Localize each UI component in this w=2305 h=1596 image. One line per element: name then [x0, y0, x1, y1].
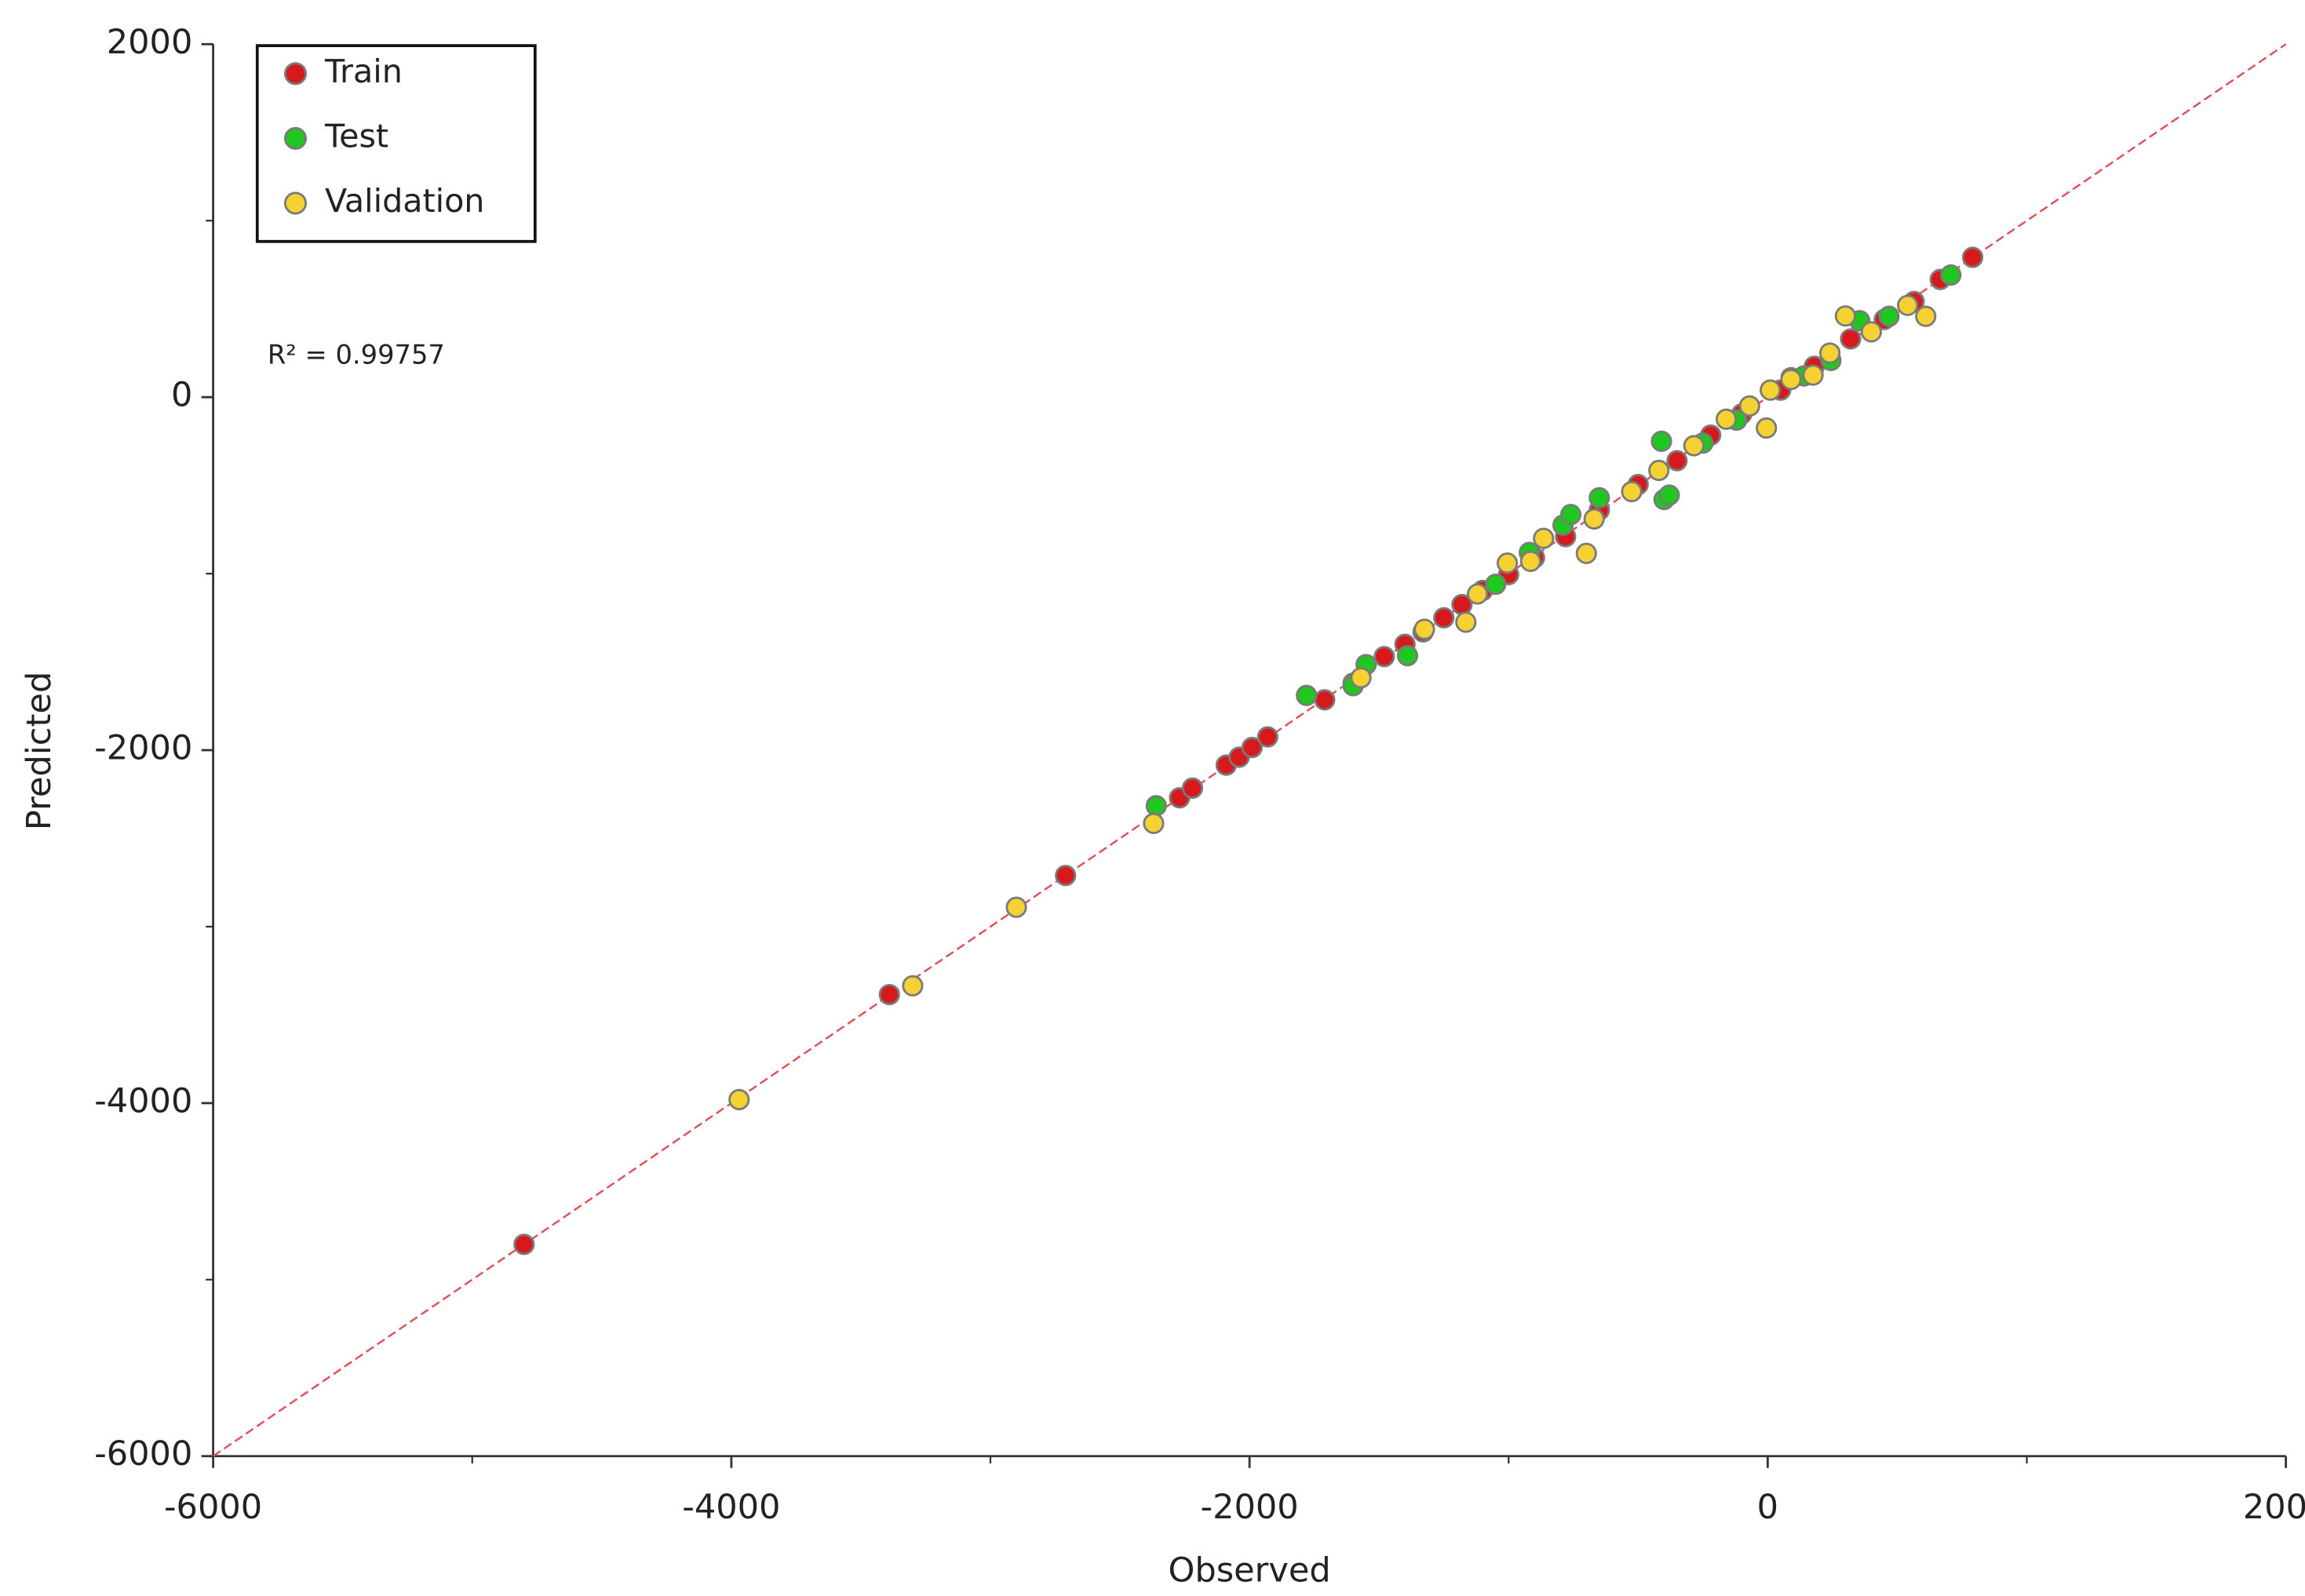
point	[1666, 450, 1688, 472]
y-tick-label: 0	[171, 376, 192, 415]
point	[1145, 795, 1167, 817]
point	[1588, 486, 1610, 508]
point	[1583, 508, 1605, 530]
x-tick-label: -4000	[682, 1488, 780, 1527]
point	[1533, 527, 1555, 549]
x-tick-label: 2000	[2243, 1488, 2305, 1527]
y-tick-label: 2000	[107, 23, 193, 62]
point	[1485, 573, 1507, 596]
legend-marker	[283, 62, 308, 86]
point	[1961, 246, 1984, 268]
point	[1738, 395, 1760, 417]
point	[1650, 430, 1672, 452]
point	[1413, 618, 1435, 640]
point	[1519, 550, 1541, 572]
annotation: R² = 0.99757	[268, 340, 445, 370]
x-tick-label: -6000	[164, 1488, 262, 1527]
y-tick-label: -2000	[94, 728, 192, 767]
point	[728, 1088, 750, 1110]
point	[1715, 408, 1738, 430]
point	[1621, 480, 1643, 503]
legend-label: Test	[324, 117, 388, 155]
point	[1819, 342, 1841, 364]
point	[1840, 328, 1862, 350]
point	[1760, 379, 1782, 401]
point	[1878, 305, 1900, 327]
point	[1802, 364, 1824, 386]
point	[1055, 865, 1077, 887]
point	[1143, 812, 1165, 834]
point	[1780, 369, 1802, 391]
point	[1455, 611, 1477, 633]
point	[1467, 583, 1489, 605]
point	[1497, 552, 1519, 574]
point	[1940, 264, 1962, 286]
point	[1915, 305, 1937, 327]
point	[1373, 646, 1395, 668]
point	[513, 1233, 535, 1255]
legend-label: Validation	[325, 182, 484, 220]
point	[1897, 294, 1919, 316]
y-axis-label: Predicted	[20, 672, 59, 831]
point	[1005, 896, 1027, 918]
point	[902, 975, 924, 997]
point	[1658, 484, 1680, 506]
legend-marker	[283, 191, 308, 215]
point	[1860, 321, 1883, 343]
point	[1834, 305, 1857, 327]
x-axis-label: Observed	[1169, 1550, 1331, 1590]
point	[1683, 435, 1705, 457]
x-tick-label: -2000	[1201, 1488, 1299, 1527]
point	[1296, 684, 1318, 706]
reference-line	[212, 43, 2287, 1457]
point	[1433, 607, 1455, 629]
point	[1314, 689, 1336, 711]
point	[878, 983, 900, 1006]
y-tick-label: -6000	[94, 1434, 192, 1474]
point	[1575, 542, 1597, 564]
legend-label: Train	[324, 53, 403, 90]
point	[1241, 737, 1264, 759]
point	[1396, 645, 1419, 667]
legend-marker	[283, 126, 308, 150]
point	[1256, 726, 1278, 748]
point	[1648, 459, 1670, 482]
point	[1181, 777, 1204, 799]
point	[1559, 504, 1582, 526]
x-tick-label: 0	[1757, 1488, 1778, 1527]
point	[1756, 417, 1778, 439]
y-tick-label: -4000	[94, 1081, 192, 1120]
point	[1350, 667, 1372, 689]
